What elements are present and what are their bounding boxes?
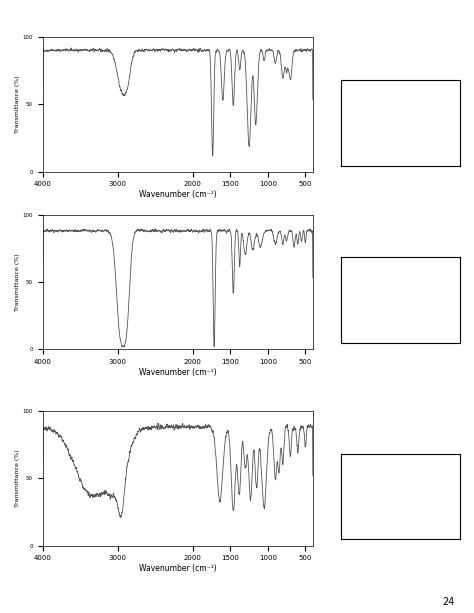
X-axis label: Wavenumber (cm⁻¹): Wavenumber (cm⁻¹) bbox=[139, 368, 217, 377]
Y-axis label: Transmittance (%): Transmittance (%) bbox=[15, 253, 19, 311]
Y-axis label: Transmittance (%): Transmittance (%) bbox=[15, 449, 19, 507]
Text: 24: 24 bbox=[443, 597, 455, 607]
X-axis label: Wavenumber (cm⁻¹): Wavenumber (cm⁻¹) bbox=[139, 190, 217, 199]
Y-axis label: Transmittance (%): Transmittance (%) bbox=[15, 75, 19, 133]
X-axis label: Wavenumber (cm⁻¹): Wavenumber (cm⁻¹) bbox=[139, 564, 217, 573]
